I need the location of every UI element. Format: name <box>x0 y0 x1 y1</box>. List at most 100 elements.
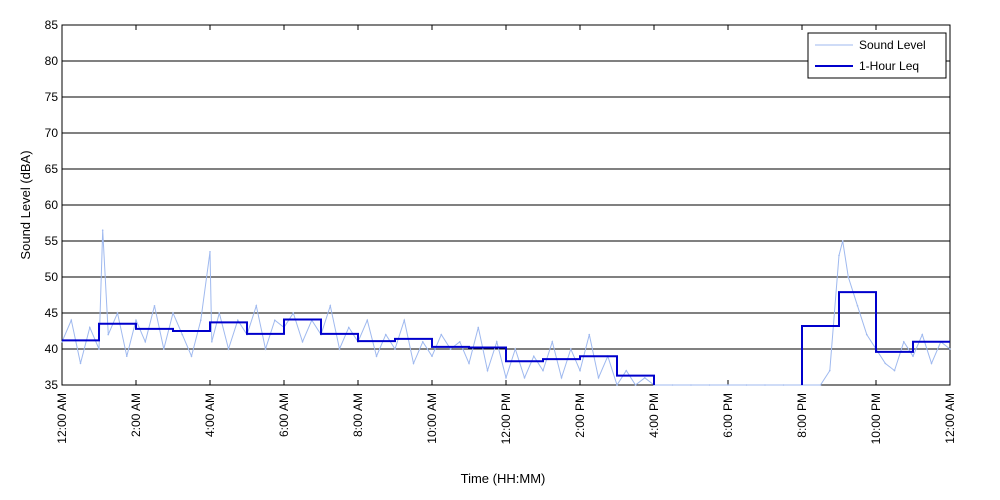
sound-level-point <box>338 348 341 350</box>
sound-level-point <box>532 355 535 358</box>
sound-level-point <box>841 240 844 242</box>
x-axis-ticks: 12:00 AM 2:00 AM 4:00 AM 6:00 AM 8:00 AM 10:0… <box>55 25 957 444</box>
x-tick-label: 4:00 PM <box>647 393 661 438</box>
x-tick-label: 2:00 AM <box>129 393 143 437</box>
sound-level-point <box>579 369 581 372</box>
sound-level-point <box>421 341 424 343</box>
sound-level-point <box>98 348 100 350</box>
sound-level-point <box>384 333 387 336</box>
x-tick-label: 2:00 PM <box>573 393 587 438</box>
sound-level-point <box>449 348 452 350</box>
sound-level-point <box>70 319 73 322</box>
sound-level-point <box>468 362 470 365</box>
sound-level-point <box>782 384 785 386</box>
y-tick-label: 75 <box>45 90 59 104</box>
sound-level-point <box>211 341 213 343</box>
sound-level-point <box>458 341 461 343</box>
sound-level-point <box>431 355 433 358</box>
y-axis-ticks: 35 40 45 50 55 60 65 70 75 80 85 <box>45 18 67 392</box>
sound-level-point <box>569 348 572 350</box>
sound-level-point <box>560 377 563 379</box>
sound-level-point <box>671 384 674 386</box>
legend-box <box>807 32 947 79</box>
sound-level-point <box>819 384 822 386</box>
sound-level-point <box>616 384 618 386</box>
sound-level-point <box>227 348 230 350</box>
sound-level-point <box>477 326 480 329</box>
x-tick-label: 10:00 PM <box>869 393 883 444</box>
sound-level-point <box>514 348 517 350</box>
sound-level-point <box>902 341 905 343</box>
sound-level-point <box>865 333 868 336</box>
x-tick-label: 10:00 AM <box>425 393 439 444</box>
sound-level-point <box>634 384 637 386</box>
plot-series <box>61 229 951 387</box>
y-tick-label: 80 <box>45 54 59 68</box>
sound-level-point <box>255 305 258 307</box>
sound-level-point <box>394 348 396 350</box>
sound-level-point <box>172 312 174 314</box>
y-tick-label: 60 <box>45 198 59 212</box>
sound-level-point <box>209 251 211 253</box>
legend: Sound Level 1-Hour Leq <box>807 32 947 79</box>
sound-level-point <box>838 254 840 257</box>
sound-level-point <box>292 312 295 314</box>
sound-level-point <box>273 319 276 322</box>
sound-level-point <box>828 369 831 372</box>
sound-level-point <box>375 355 378 358</box>
x-tick-label: 4:00 AM <box>203 393 217 437</box>
y-tick-label: 85 <box>45 18 59 32</box>
sound-level-point <box>551 341 554 343</box>
sound-level-point <box>643 377 646 379</box>
sound-level-point <box>542 369 544 372</box>
sound-level-point <box>523 377 526 379</box>
sound-level-point <box>190 355 193 358</box>
sound-level-point <box>79 362 82 365</box>
x-tick-label: 6:00 PM <box>721 393 735 438</box>
x-axis-label: Time (HH:MM) <box>461 471 546 486</box>
sound-level-point <box>236 319 239 322</box>
series-1-hour-leq <box>62 291 950 385</box>
y-tick-label: 65 <box>45 162 59 176</box>
sound-level-point <box>264 348 267 350</box>
sound-level-point <box>403 319 406 322</box>
sound-level-point <box>495 341 498 343</box>
sound-level-point <box>301 341 304 343</box>
y-tick-label: 40 <box>45 342 59 356</box>
sound-level-point <box>125 355 128 358</box>
sound-level-point <box>199 319 202 322</box>
sound-level-point <box>727 384 729 386</box>
sound-level-point <box>930 362 933 365</box>
legend-label-1-hour-leq: 1-Hour Leq <box>859 59 919 73</box>
y-tick-label: 50 <box>45 270 59 284</box>
sound-level-point <box>440 333 443 336</box>
sound-level-point <box>135 319 137 322</box>
sound-level-point <box>597 377 600 379</box>
sound-level-point <box>153 305 156 307</box>
y-axis-label: Sound Level (dBA) <box>18 150 33 259</box>
sound-level-point <box>912 355 914 358</box>
sound-level-point <box>884 362 887 365</box>
sound-level-point <box>347 326 350 329</box>
sound-level-point <box>847 276 850 278</box>
sound-level-point <box>505 377 507 379</box>
sound-level-point <box>116 312 119 314</box>
sound-level-point <box>949 348 951 350</box>
sound-level-point <box>329 305 332 307</box>
x-tick-label: 6:00 AM <box>277 393 291 437</box>
sound-level-point <box>745 384 748 386</box>
y-tick-label: 70 <box>45 126 59 140</box>
sound-level-point <box>218 312 221 314</box>
sound-level-point <box>107 333 110 336</box>
sound-level-point <box>588 333 591 336</box>
x-tick-label: 12:00 AM <box>943 393 957 444</box>
x-tick-label: 8:00 AM <box>351 393 365 437</box>
sound-level-point <box>88 326 91 329</box>
sound-level-point <box>625 369 628 372</box>
y-tick-label: 45 <box>45 306 59 320</box>
y-tick-label: 35 <box>45 378 59 392</box>
x-tick-label: 12:00 AM <box>55 393 69 444</box>
y-tick-label: 55 <box>45 234 59 248</box>
sound-level-point <box>708 384 711 386</box>
